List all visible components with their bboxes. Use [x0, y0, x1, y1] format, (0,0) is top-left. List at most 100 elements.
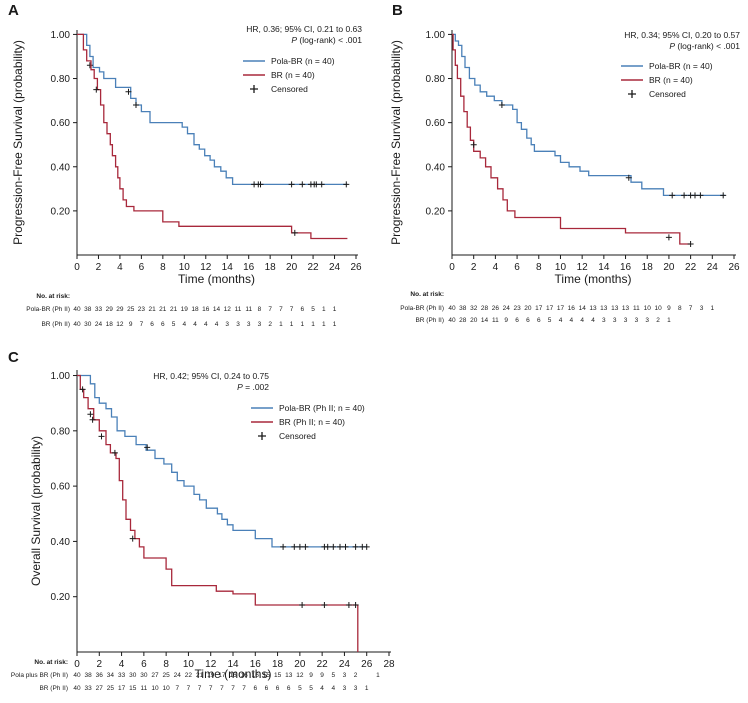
censor-mark-pola — [299, 181, 306, 188]
risk-count: 13 — [285, 672, 293, 679]
risk-count: 3 — [247, 321, 251, 328]
risk-count: 34 — [107, 672, 115, 679]
survival-curve-br — [77, 33, 348, 240]
censor-mark-pola — [313, 181, 320, 188]
risk-count: 27 — [151, 672, 159, 679]
risk-count: 3 — [236, 321, 240, 328]
censor-mark-br — [687, 241, 694, 247]
x-tick-label: 24 — [329, 262, 341, 273]
risk-row-label: Pola plus BR (Ph II) — [11, 672, 68, 679]
y-axis-label: Overall Survival (probability) — [29, 436, 43, 586]
risk-count: 13 — [589, 305, 597, 312]
legend-label-br: BR (n = 40) — [649, 75, 693, 85]
x-tick-label: 14 — [222, 262, 234, 273]
legend-label-censored: Censored — [649, 89, 686, 99]
risk-table-title: No. at risk: — [36, 293, 70, 300]
risk-count: 25 — [107, 685, 115, 692]
risk-count: 18 — [106, 321, 114, 328]
censor-mark-pola — [669, 192, 676, 199]
risk-count: 17 — [546, 305, 554, 312]
risk-row-label: BR (Ph II) — [39, 685, 68, 692]
risk-count: 10 — [644, 305, 652, 312]
risk-table-title: No. at risk: — [410, 291, 444, 298]
x-tick-label: 12 — [577, 262, 589, 273]
risk-count: 7 — [268, 306, 272, 313]
x-tick-label: 16 — [243, 262, 255, 273]
censor-mark-br — [98, 433, 105, 440]
y-tick-label: 0.20 — [51, 592, 71, 603]
censor-mark-pola — [692, 192, 698, 199]
censor-mark-pola — [291, 543, 298, 550]
legend-label-censored: Censored — [279, 431, 316, 441]
risk-count: 30 — [129, 672, 137, 679]
hazard-ratio-text: HR, 0.42; 95% CI, 0.24 to 0.75 — [153, 371, 269, 381]
survival-curve-br — [77, 374, 359, 652]
risk-count: 7 — [220, 685, 224, 692]
x-tick-label: 20 — [663, 262, 675, 273]
x-tick-label: 12 — [205, 659, 217, 670]
y-tick-label: 0.40 — [51, 537, 71, 548]
risk-count: 21 — [196, 672, 204, 679]
risk-count: 11 — [245, 306, 252, 313]
x-tick-label: 10 — [183, 659, 195, 670]
survival-curve-pola — [77, 33, 348, 186]
risk-count: 16 — [202, 306, 210, 313]
risk-count: 25 — [162, 672, 170, 679]
censor-mark-br — [470, 141, 477, 148]
x-tick-label: 18 — [265, 262, 277, 273]
censor-mark-br — [111, 449, 118, 456]
x-tick-label: 22 — [308, 262, 320, 273]
censor-mark-pola — [288, 181, 295, 188]
survival-curve-pola — [452, 33, 726, 197]
x-tick-label: 14 — [227, 659, 239, 670]
risk-count: 8 — [258, 306, 262, 313]
risk-count: 8 — [678, 305, 682, 312]
p-value-text: P = .002 — [237, 382, 269, 392]
censor-mark-br — [93, 86, 100, 93]
x-tick-label: 0 — [74, 262, 80, 273]
risk-count: 13 — [600, 305, 608, 312]
risk-count: 28 — [481, 305, 489, 312]
x-tick-label: 24 — [339, 659, 351, 670]
y-tick-label: 0.60 — [426, 118, 446, 129]
risk-count: 7 — [209, 685, 213, 692]
risk-count: 11 — [633, 305, 640, 312]
x-tick-label: 0 — [449, 262, 455, 273]
x-axis-label: Time (months) — [178, 272, 255, 286]
censor-mark-pola — [302, 543, 309, 550]
censor-mark-br — [89, 416, 96, 423]
risk-count: 2 — [354, 672, 358, 679]
risk-count: 5 — [298, 685, 302, 692]
y-tick-label: 0.20 — [426, 206, 446, 217]
risk-count: 13 — [611, 305, 619, 312]
risk-count: 28 — [459, 317, 467, 324]
risk-count: 7 — [689, 305, 693, 312]
x-tick-label: 26 — [361, 659, 373, 670]
risk-count: 14 — [579, 305, 587, 312]
censor-mark-pola — [296, 543, 303, 550]
risk-count: 3 — [635, 317, 639, 324]
x-tick-label: 2 — [96, 262, 102, 273]
risk-count: 6 — [287, 685, 291, 692]
y-axis-label: Progression-Free Survival (probability) — [389, 40, 403, 245]
censor-mark-pola — [343, 181, 350, 188]
risk-count: 40 — [448, 317, 456, 324]
censor-mark-pola — [625, 174, 632, 181]
risk-count: 6 — [300, 306, 304, 313]
risk-count: 26 — [492, 305, 500, 312]
y-tick-label: 0.60 — [51, 118, 71, 129]
risk-count: 9 — [320, 672, 324, 679]
risk-count: 38 — [459, 305, 467, 312]
x-tick-label: 4 — [493, 262, 499, 273]
censor-mark-pola — [257, 181, 264, 188]
risk-count: 1 — [333, 321, 337, 328]
legend-label-br: BR (n = 40) — [271, 70, 315, 80]
risk-row-label: Pola-BR (Ph II) — [26, 306, 70, 313]
risk-count: 3 — [700, 305, 704, 312]
censor-mark-pola — [280, 543, 287, 550]
risk-count: 4 — [182, 321, 186, 328]
y-tick-label: 0.40 — [51, 162, 71, 173]
risk-count: 12 — [116, 321, 124, 328]
risk-count: 40 — [73, 321, 81, 328]
